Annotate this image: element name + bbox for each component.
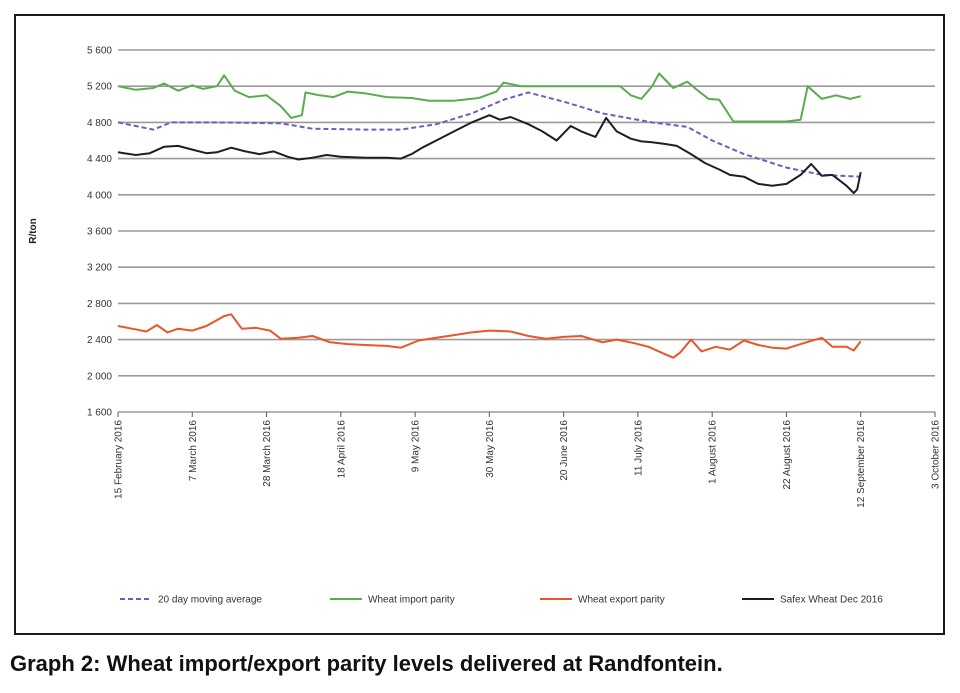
x-tick-label: 28 March 2016 xyxy=(262,420,273,487)
legend-label: Safex Wheat Dec 2016 xyxy=(780,595,883,606)
y-tick-label: 2 000 xyxy=(87,371,112,382)
series-line xyxy=(117,72,861,123)
y-tick-label: 5 600 xyxy=(87,46,112,57)
y-tick-label: 1 600 xyxy=(87,408,112,419)
wheat-parity-chart: 1 600 2 000 2 400 2 800 3 200 3 600 4 000 4 400… xyxy=(28,46,942,606)
y-tick-label: 5 200 xyxy=(87,82,112,93)
series-line xyxy=(117,114,862,194)
y-axis-label: R/ton xyxy=(28,218,39,244)
x-tick-label: 1 August 2016 xyxy=(708,420,719,484)
x-tick-label: 15 February 2016 xyxy=(114,420,125,499)
x-tick-label: 3 October 2016 xyxy=(931,420,942,489)
series-line xyxy=(117,91,861,178)
y-tick-label: 2 400 xyxy=(87,335,112,346)
figure-caption: Graph 2: Wheat import/export parity leve… xyxy=(10,651,723,676)
y-tick-label: 4 000 xyxy=(87,190,112,201)
y-tick-label: 3 600 xyxy=(87,227,112,238)
legend-label: Wheat import parity xyxy=(368,595,455,606)
x-tick-label: 11 July 2016 xyxy=(633,420,644,476)
y-tick-label: 4 400 xyxy=(87,154,112,165)
x-tick-label: 12 September 2016 xyxy=(856,420,867,508)
y-tick-label: 3 200 xyxy=(87,263,112,274)
x-tick-label: 20 June 2016 xyxy=(559,420,570,481)
y-tick-label: 4 800 xyxy=(87,118,112,129)
legend-label: 20 day moving average xyxy=(158,595,262,606)
x-tick-label: 7 March 2016 xyxy=(188,420,199,482)
x-tick-label: 9 May 2016 xyxy=(411,420,422,473)
y-tick-label: 2 800 xyxy=(87,299,112,310)
x-tick-label: 30 May 2016 xyxy=(485,420,496,478)
series-line xyxy=(117,313,862,359)
x-tick-label: 22 August 2016 xyxy=(782,420,793,490)
x-tick-label: 18 April 2016 xyxy=(336,420,347,479)
legend-label: Wheat export parity xyxy=(578,595,665,606)
